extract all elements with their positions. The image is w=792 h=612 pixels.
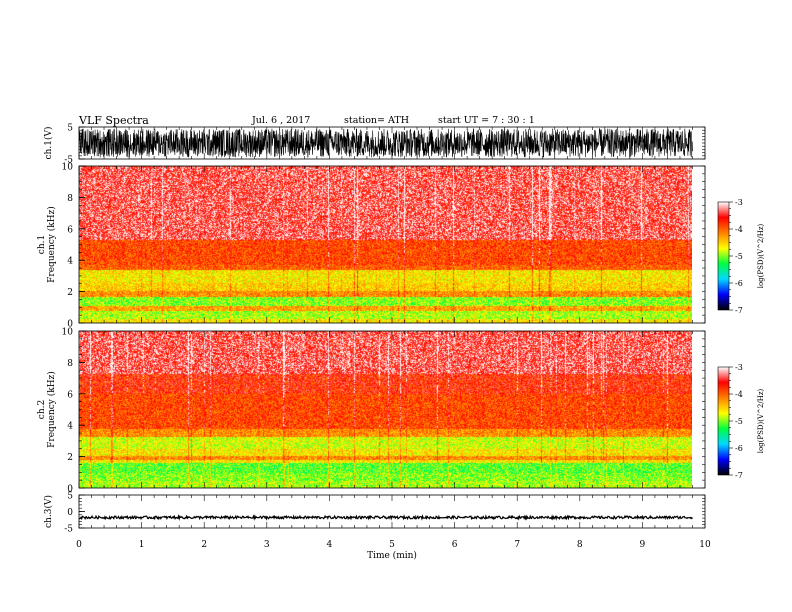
y-tick-label: 0 bbox=[67, 485, 73, 495]
y-tick-label: 8 bbox=[67, 194, 73, 204]
y-tick-label: 10 bbox=[62, 163, 74, 173]
y-tick-label: 5 bbox=[67, 124, 73, 134]
ch1-spectrogram-colorbar bbox=[717, 201, 730, 311]
x-tick-label: 6 bbox=[452, 540, 458, 550]
figure-title: VLF Spectra bbox=[79, 114, 149, 127]
colorbar-label: log(PSD)(V^2/Hz) bbox=[757, 223, 765, 288]
colorbar-tick-label: -4 bbox=[735, 225, 743, 234]
x-tick-label: 4 bbox=[327, 540, 333, 550]
x-tick-label: 9 bbox=[640, 540, 646, 550]
x-tick-label: 5 bbox=[389, 540, 395, 550]
x-tick-label: 2 bbox=[201, 540, 207, 550]
x-tick-label: 7 bbox=[514, 540, 520, 550]
ch3-waveform-ylabel: ch.3(V) bbox=[43, 495, 54, 528]
colorbar-tick-label: -3 bbox=[735, 198, 743, 207]
x-tick-label: 8 bbox=[577, 540, 583, 550]
colorbar-label: log(PSD)(V^2/Hz) bbox=[757, 388, 765, 453]
y-tick-label: 0 bbox=[67, 508, 73, 518]
colorbar-tick-label: -4 bbox=[735, 390, 743, 399]
ch2-spectrogram-colorbar bbox=[717, 366, 730, 476]
y-tick-label: 6 bbox=[67, 390, 73, 400]
colorbar-tick-label: -5 bbox=[735, 417, 743, 426]
colorbar-tick-label: -5 bbox=[735, 252, 743, 261]
date-label: Jul. 6 , 2017 bbox=[252, 115, 311, 126]
colorbar-tick-label: -7 bbox=[735, 306, 743, 315]
station-label: station= ATH bbox=[344, 115, 409, 126]
y-tick-label: -5 bbox=[64, 156, 73, 166]
y-tick-label: 10 bbox=[62, 328, 74, 338]
ch1-spectrogram-ylabel: Frequency (kHz) bbox=[46, 206, 57, 283]
x-tick-label: 3 bbox=[264, 540, 270, 550]
x-tick-label: 0 bbox=[76, 540, 82, 550]
ch1-spectrogram-ylabel: ch.1 bbox=[37, 235, 47, 254]
y-tick-label: 2 bbox=[67, 453, 73, 463]
x-tick-label: 10 bbox=[699, 540, 711, 550]
colorbar-tick-label: -7 bbox=[735, 471, 743, 480]
ch3-waveform-trace bbox=[78, 513, 693, 521]
y-tick-label: 4 bbox=[67, 257, 73, 267]
y-tick-label: 5 bbox=[67, 492, 73, 502]
ch2-spectrogram-image bbox=[79, 331, 692, 488]
colorbar-tick-label: -3 bbox=[735, 363, 743, 372]
ch2-spectrogram-ylabel: Frequency (kHz) bbox=[46, 371, 57, 448]
ch2-spectrogram-ylabel: ch.2 bbox=[37, 400, 47, 419]
x-axis-label: Time (min) bbox=[367, 550, 417, 561]
ch1-spectrogram-image bbox=[79, 166, 692, 323]
y-tick-label: 2 bbox=[67, 288, 73, 298]
ch1-waveform-trace bbox=[78, 127, 693, 158]
start-time-label: start UT = 7 : 30 : 1 bbox=[438, 115, 535, 126]
x-tick-label: 1 bbox=[139, 540, 145, 550]
ch1-waveform-ylabel: ch.1(V) bbox=[43, 127, 54, 160]
y-tick-label: 0 bbox=[67, 320, 73, 330]
y-tick-label: -5 bbox=[64, 525, 73, 535]
y-tick-label: 6 bbox=[67, 225, 73, 235]
y-tick-label: 8 bbox=[67, 359, 73, 369]
colorbar-tick-label: -6 bbox=[735, 444, 743, 453]
colorbar-tick-label: -6 bbox=[735, 279, 743, 288]
y-tick-label: 4 bbox=[67, 422, 73, 432]
